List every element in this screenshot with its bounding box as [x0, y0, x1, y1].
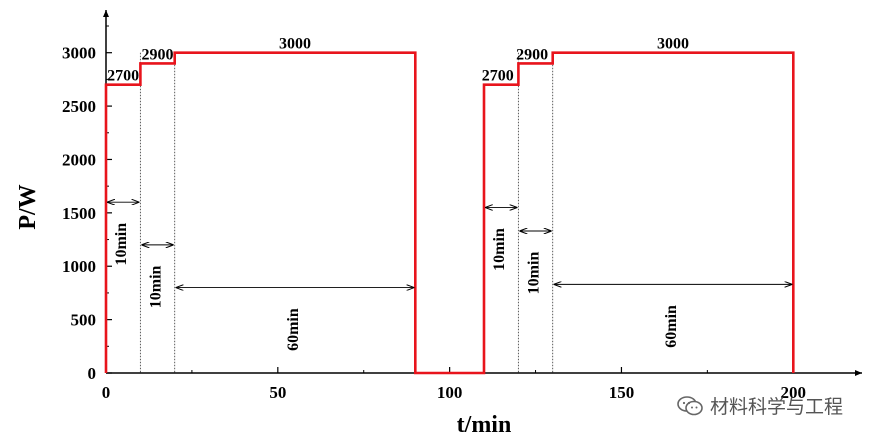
- x-axis-title: t/min: [457, 412, 512, 438]
- y-tick-label: 0: [88, 364, 97, 383]
- power-level-label: 3000: [279, 36, 311, 53]
- power-level-label: 2700: [482, 68, 514, 85]
- duration-label: 10min: [491, 228, 508, 271]
- watermark: 材料科学与工程: [676, 392, 843, 419]
- power-level-label: 2900: [142, 46, 174, 63]
- wechat-icon: [676, 395, 704, 417]
- duration-label: 60min: [663, 305, 680, 348]
- y-axis-title: P/W: [15, 184, 41, 229]
- duration-label: 10min: [526, 252, 543, 295]
- power-level-label: 2700: [107, 68, 139, 85]
- x-tick-label: 0: [102, 383, 111, 402]
- x-tick-label: 50: [269, 383, 286, 402]
- x-tick-label: 200: [781, 383, 807, 402]
- duration-annotations-layer: 10min 10min 60min 10min 10min 60min: [107, 202, 793, 351]
- duration-label: 10min: [113, 223, 130, 266]
- y-tick-label: 2000: [62, 150, 96, 169]
- watermark-text: 材料科学与工程: [710, 396, 844, 418]
- power-level-label: 3000: [657, 36, 689, 53]
- y-tick-label: 1000: [62, 257, 96, 276]
- x-tick-label: 100: [437, 383, 463, 402]
- dividers-layer: [139, 52, 554, 373]
- y-tick-label: 1500: [62, 204, 96, 223]
- y-tick-label: 2500: [62, 97, 96, 116]
- power-series-line: [104, 51, 795, 375]
- y-tick-label: 3000: [62, 44, 96, 63]
- duration-label: 60min: [285, 308, 302, 351]
- x-tick-label: 150: [609, 383, 635, 402]
- series-layer: [104, 51, 795, 375]
- y-tick-label: 500: [71, 311, 97, 330]
- power-level-label: 2900: [516, 46, 548, 63]
- duration-label: 10min: [148, 265, 165, 308]
